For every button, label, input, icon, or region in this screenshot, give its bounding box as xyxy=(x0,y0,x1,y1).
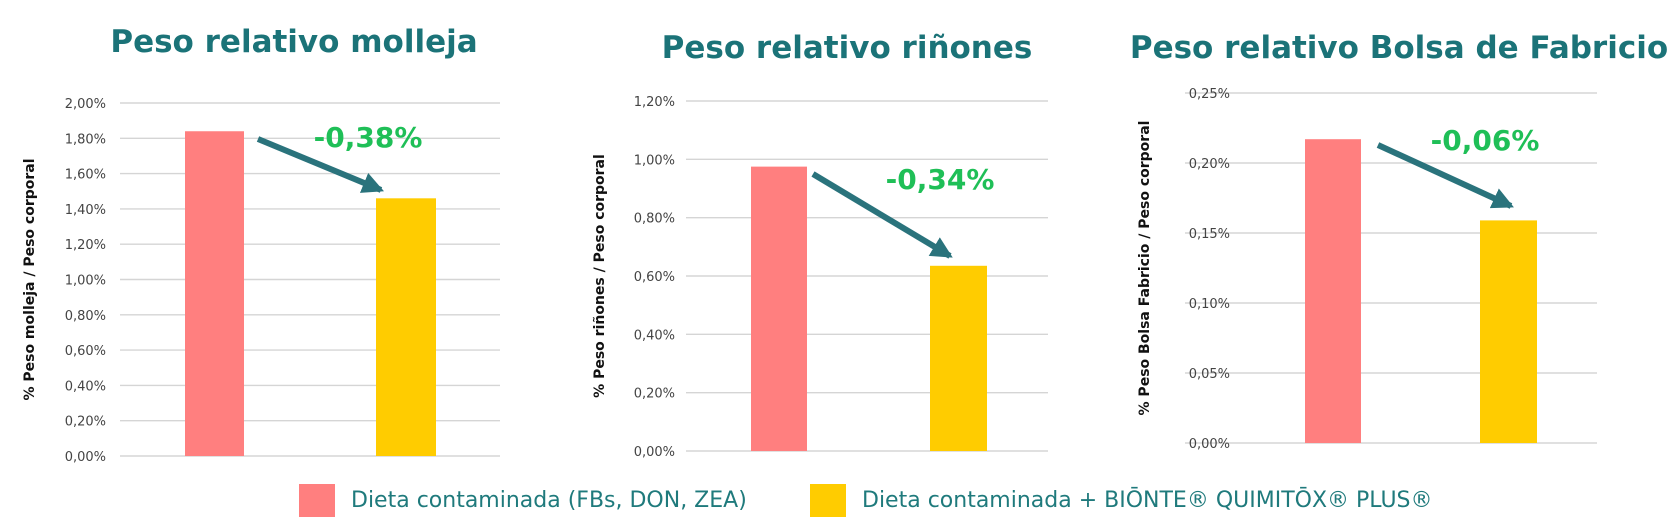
y-axis-label: % Peso Bolsa Fabricio / Peso corporal xyxy=(1137,121,1153,416)
y-tick-label: 0,40% xyxy=(65,379,106,394)
y-tick-label: 0,00% xyxy=(1189,437,1230,452)
legend-label-quimitox: Dieta contaminada + BIŌNTE® QUIMITŌX® PL… xyxy=(862,488,1433,513)
change-annotation: -0,34% xyxy=(886,163,995,196)
y-tick-label: 0,10% xyxy=(1189,297,1230,312)
y-axis-label: % Peso riñones / Peso corporal xyxy=(592,154,608,398)
y-tick-label: 0,25% xyxy=(1189,87,1230,102)
decrease-arrow xyxy=(256,136,384,193)
y-tick-label: 1,80% xyxy=(65,132,106,147)
legend-swatch-red xyxy=(299,484,335,517)
decrease-arrow xyxy=(1376,142,1514,209)
y-tick-label: 0,15% xyxy=(1189,227,1230,242)
y-tick-label: 0,20% xyxy=(1189,157,1230,172)
y-axis-label: % Peso molleja / Peso corporal xyxy=(22,158,38,400)
legend-swatch-yellow xyxy=(810,484,846,517)
bar-quimitox xyxy=(930,265,987,451)
legend: Dieta contaminada (FBs, DON, ZEA) Dieta … xyxy=(0,484,1673,524)
y-tick-label: 0,20% xyxy=(65,415,106,430)
y-tick-label: 1,40% xyxy=(65,203,106,218)
y-tick-label: 0,80% xyxy=(634,212,675,227)
change-annotation: -0,06% xyxy=(1431,124,1540,157)
chart-title: Peso relativo molleja xyxy=(110,24,477,60)
y-tick-label: 0,05% xyxy=(1189,367,1230,382)
change-annotation: -0,38% xyxy=(314,121,423,154)
bar-contaminated xyxy=(185,131,244,457)
y-tick-label: 0,80% xyxy=(65,309,106,324)
chart-title: Peso relativo Bolsa de Fabricio xyxy=(1130,30,1668,66)
y-tick-label: 1,20% xyxy=(634,95,675,110)
y-tick-label: 2,00% xyxy=(65,97,106,112)
bar-contaminated xyxy=(751,166,807,451)
y-tick-label: 1,20% xyxy=(65,238,106,253)
y-tick-label: 0,20% xyxy=(634,387,675,402)
bar-quimitox xyxy=(376,198,436,456)
y-tick-label: 1,00% xyxy=(634,153,675,168)
bar-quimitox xyxy=(1480,220,1537,443)
y-tick-label: 0,60% xyxy=(65,344,106,359)
y-tick-label: 1,00% xyxy=(65,274,106,289)
legend-label-contaminated: Dieta contaminada (FBs, DON, ZEA) xyxy=(351,488,747,513)
y-tick-label: 0,60% xyxy=(634,270,675,285)
decrease-arrow xyxy=(811,171,953,259)
y-tick-label: 0,40% xyxy=(634,328,675,343)
charts-canvas: Peso relativo molleja 0,00% 0,20% 0,40% 0,60… xyxy=(22,24,1668,465)
y-tick-label: 0,00% xyxy=(65,450,106,465)
y-tick-label: 1,60% xyxy=(65,168,106,183)
chart-title: Peso relativo riñones xyxy=(662,30,1033,66)
bar-contaminated xyxy=(1305,139,1361,443)
y-tick-label: 0,00% xyxy=(634,445,675,460)
